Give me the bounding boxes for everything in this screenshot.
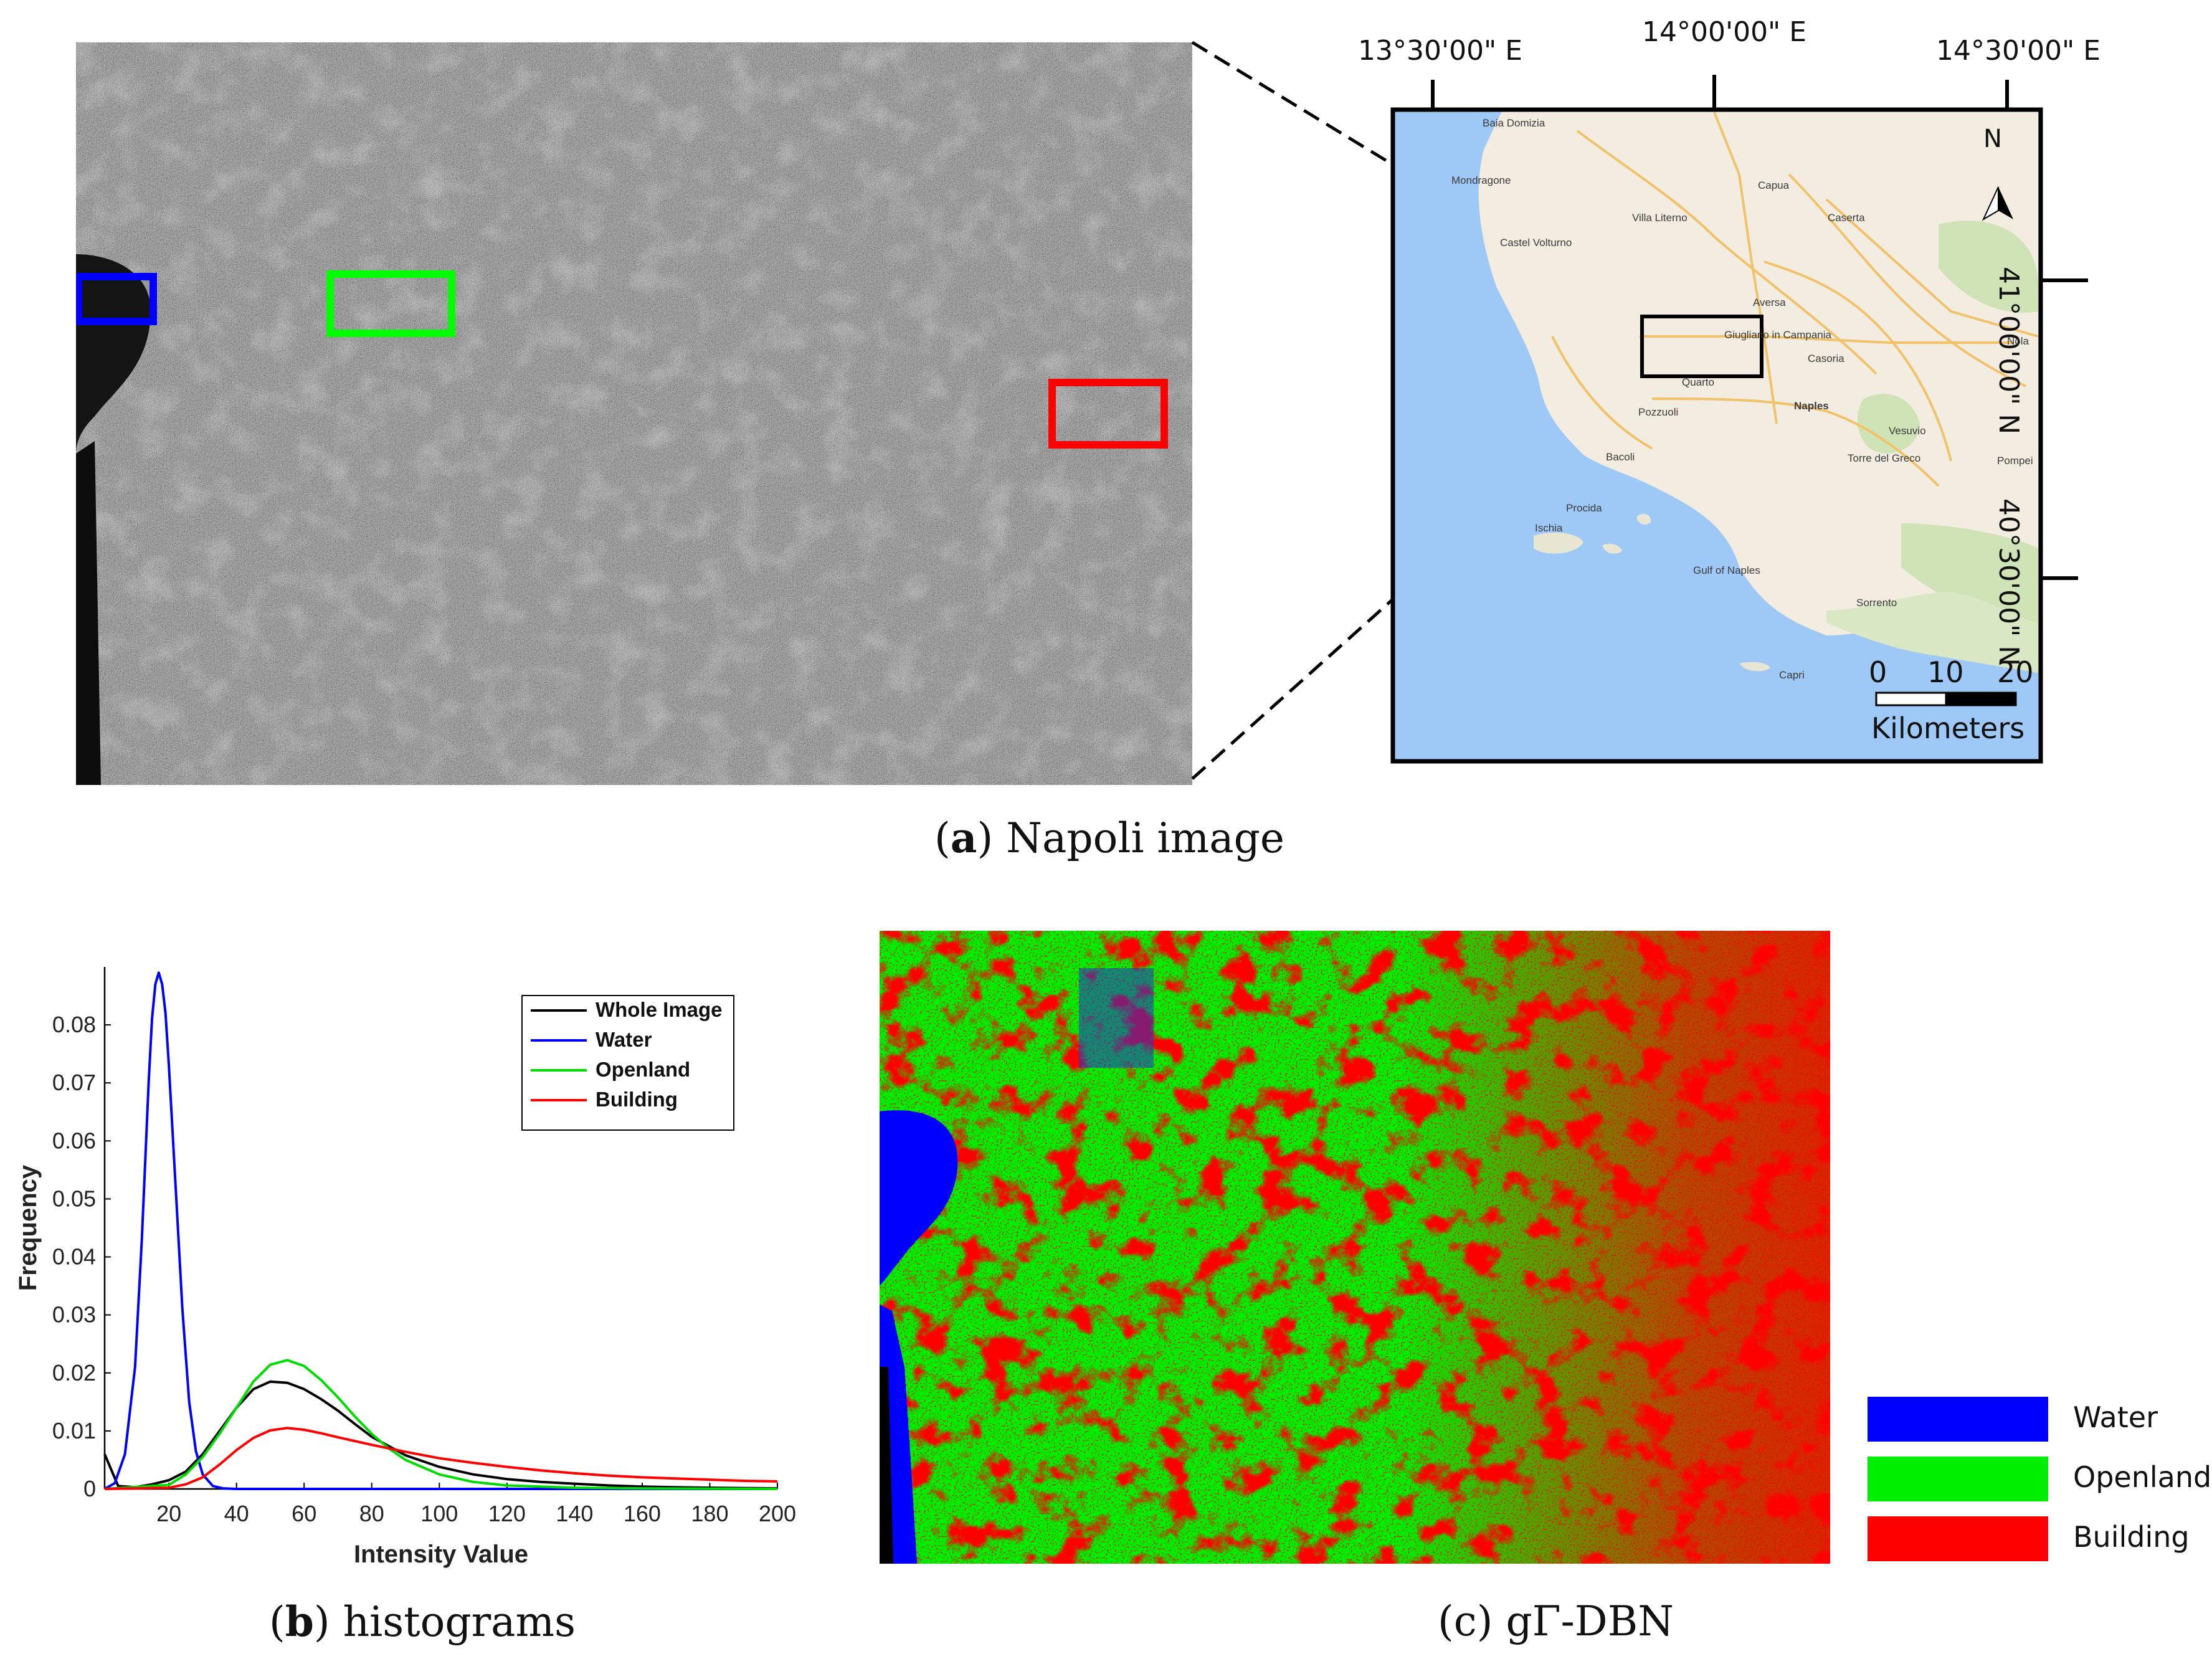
openland-region-box bbox=[326, 270, 455, 337]
scale-bar-black bbox=[1945, 692, 2017, 706]
place-vesuvio: Vesuvio bbox=[1889, 425, 1926, 437]
caption-a-letter: a bbox=[950, 814, 977, 862]
x-tick-label: 120 bbox=[488, 1501, 526, 1526]
water-region-box bbox=[76, 273, 157, 325]
series-line-building bbox=[104, 1427, 778, 1490]
classification-map bbox=[880, 931, 1830, 1564]
y-tick-label: 0.07 bbox=[52, 1070, 96, 1095]
place-torre-del-greco: Torre del Greco bbox=[1848, 452, 1921, 464]
legend-label-whole-image: Whole Image bbox=[596, 998, 723, 1021]
building-region-box bbox=[1048, 379, 1168, 449]
y-tick-label: 0.05 bbox=[52, 1186, 96, 1211]
place-procida: Procida bbox=[1566, 502, 1602, 514]
legend-swatch-water bbox=[1868, 1397, 2048, 1442]
x-axis-label: Intensity Value bbox=[354, 1541, 528, 1568]
x-tick-label: 60 bbox=[292, 1501, 316, 1526]
y-tick-label: 0 bbox=[83, 1476, 96, 1501]
place-naples: Naples bbox=[1794, 400, 1829, 412]
x-tick-label: 20 bbox=[156, 1501, 181, 1526]
histogram-chart: 20 40 60 80 100 120 140 160 180 200 0 0.01 0.02 0.03 0… bbox=[14, 967, 796, 1568]
series-line-openland bbox=[104, 1359, 778, 1490]
legend-label-building: Building bbox=[2073, 1520, 2190, 1554]
lat-label-1: 41°00'00" N bbox=[1993, 267, 2025, 435]
scale-tick-0: 0 bbox=[1869, 655, 1887, 689]
scale-unit-label: Kilometers bbox=[1871, 711, 2025, 745]
place-casoria: Casoria bbox=[1808, 353, 1844, 364]
x-tick-label: 100 bbox=[420, 1501, 458, 1526]
legend-label-water: Water bbox=[2073, 1400, 2158, 1434]
caption-c: (c) gΓ-DBN bbox=[1438, 1597, 1674, 1645]
place-pompei: Pompei bbox=[1997, 455, 2033, 467]
scale-tick-20: 20 bbox=[1997, 655, 2034, 689]
series-line-whole-image bbox=[103, 1380, 778, 1490]
series-line-water bbox=[104, 971, 777, 1490]
north-arrow-icon bbox=[1982, 186, 2013, 221]
lon-label-1: 13°30'00" E bbox=[1358, 35, 1523, 67]
place-mondragone: Mondragone bbox=[1451, 174, 1511, 186]
place-capri: Capri bbox=[1779, 669, 1805, 681]
legend-swatch-building bbox=[1868, 1516, 2048, 1561]
y-tick-label: 0.06 bbox=[52, 1128, 96, 1153]
legend-label-building: Building bbox=[596, 1088, 678, 1111]
place-ischia: Ischia bbox=[1535, 522, 1563, 534]
legend-label-openland: Openland bbox=[596, 1058, 690, 1081]
place-villa-literno: Villa Literno bbox=[1632, 212, 1687, 224]
place-quarto: Quarto bbox=[1682, 376, 1714, 388]
y-tick-label: 0.01 bbox=[52, 1418, 96, 1443]
place-nola: Nola bbox=[2007, 335, 2029, 347]
place-baia-domizia: Baia Domizia bbox=[1483, 117, 1545, 129]
x-tick-label: 200 bbox=[759, 1501, 796, 1526]
place-giugliano: Giugliano in Campania bbox=[1724, 329, 1831, 341]
scale-tick-10: 10 bbox=[1927, 655, 1964, 689]
caption-b: (b) histograms bbox=[269, 1597, 576, 1646]
study-area-box bbox=[1640, 315, 1763, 378]
y-tick-label: 0.08 bbox=[52, 1012, 96, 1037]
place-caserta: Caserta bbox=[1828, 212, 1865, 224]
y-tick-label: 0.04 bbox=[52, 1244, 96, 1270]
place-castel-volturno: Castel Volturno bbox=[1500, 237, 1572, 249]
sar-image bbox=[76, 42, 1192, 785]
x-tick-label: 180 bbox=[691, 1501, 728, 1526]
chart-legend bbox=[521, 995, 734, 1131]
legend-label-water: Water bbox=[596, 1028, 652, 1051]
place-bacoli: Bacoli bbox=[1606, 451, 1635, 463]
caption-b-letter: b bbox=[285, 1597, 314, 1646]
x-tick-label: 140 bbox=[556, 1501, 593, 1526]
caption-a-text: Napoli image bbox=[1006, 814, 1284, 862]
place-capua: Capua bbox=[1758, 179, 1790, 191]
place-pozzuoli: Pozzuoli bbox=[1638, 406, 1679, 418]
lon-label-2: 14°00'00" E bbox=[1642, 16, 1807, 48]
caption-b-text: histograms bbox=[343, 1598, 576, 1646]
scale-bar-white bbox=[1875, 692, 1947, 706]
place-gulf: Gulf of Naples bbox=[1693, 564, 1760, 576]
lon-label-3: 14°30'00" E bbox=[1936, 35, 2101, 67]
legend-label-openland: Openland bbox=[2073, 1460, 2212, 1494]
y-axis-label: Frequency bbox=[14, 1164, 42, 1291]
caption-a: (a) Napoli image bbox=[934, 814, 1284, 862]
y-tick-label: 0.02 bbox=[52, 1360, 96, 1386]
map-inset bbox=[1390, 75, 2088, 764]
place-sorrento: Sorrento bbox=[1856, 597, 1897, 609]
lat-label-2: 40°30'00" N bbox=[1993, 498, 2025, 667]
legend-swatch-openland bbox=[1868, 1457, 2048, 1501]
y-tick-label: 0.03 bbox=[52, 1302, 96, 1328]
x-tick-label: 160 bbox=[624, 1501, 661, 1526]
map-north-label: N bbox=[1983, 125, 2002, 153]
x-tick-label: 40 bbox=[224, 1501, 249, 1526]
x-tick-label: 80 bbox=[359, 1501, 384, 1526]
place-aversa: Aversa bbox=[1753, 297, 1786, 308]
